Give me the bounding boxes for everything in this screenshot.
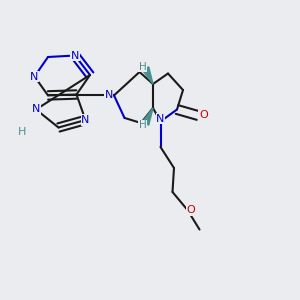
Text: N: N (104, 90, 113, 100)
Text: N: N (30, 71, 39, 82)
Text: O: O (199, 110, 208, 121)
Polygon shape (142, 108, 153, 125)
Polygon shape (142, 67, 153, 84)
Text: N: N (81, 115, 90, 125)
Text: H: H (139, 120, 146, 130)
Text: H: H (17, 127, 26, 137)
Text: N: N (71, 50, 79, 61)
Text: N: N (156, 113, 165, 124)
Text: N: N (32, 104, 40, 115)
Text: O: O (186, 205, 195, 215)
Text: H: H (139, 62, 146, 72)
